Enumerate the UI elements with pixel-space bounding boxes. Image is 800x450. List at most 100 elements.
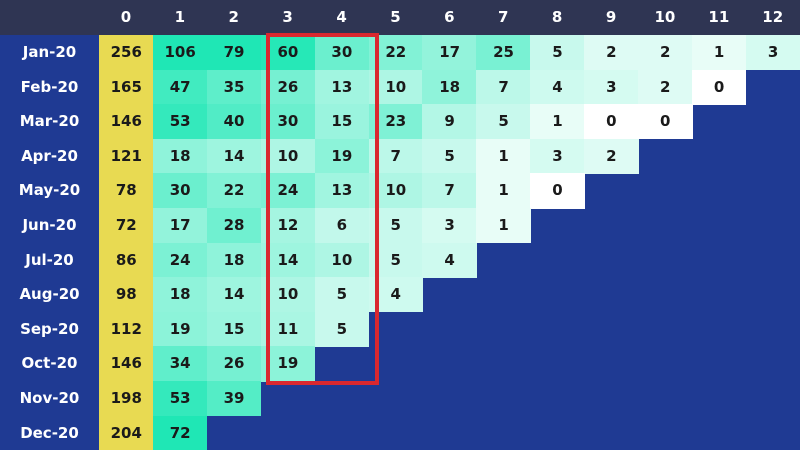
heatmap-cell: 4: [530, 69, 585, 105]
heatmap-cell: 11: [260, 311, 316, 347]
heatmap-cell: 0: [584, 104, 639, 140]
heatmap-cell: 26: [206, 346, 262, 382]
heatmap-cell: 2: [584, 138, 639, 174]
heatmap-cell: 1: [476, 208, 531, 244]
heatmap-cell: 18: [152, 277, 208, 313]
heatmap-cell: 4: [422, 242, 477, 278]
heatmap-cell: 18: [206, 242, 262, 278]
heatmap-cell: 7: [422, 173, 477, 209]
heatmap-cell: 72: [99, 208, 154, 244]
heatmap-cell: 17: [422, 35, 477, 71]
heatmap-cell: 198: [99, 381, 154, 417]
heatmap-cell: 1: [530, 104, 585, 140]
heatmap-cell: 47: [152, 69, 208, 105]
heatmap-cell: 0: [691, 69, 747, 105]
heatmap-cell: 5: [530, 35, 585, 71]
row-label: Sep-20: [20, 319, 79, 338]
heatmap-cell: 256: [99, 35, 154, 71]
heatmap-cell: 19: [152, 311, 208, 347]
heatmap-cell: 53: [152, 381, 208, 417]
heatmap-cell: 14: [260, 242, 316, 278]
row-label: Oct-20: [21, 354, 78, 373]
heatmap-cell: 2: [584, 35, 639, 71]
heatmap-cell: 10: [260, 277, 316, 313]
heatmap-cell: 17: [152, 208, 208, 244]
column-header-11: 11: [708, 8, 730, 26]
heatmap-cell: 19: [314, 138, 370, 174]
column-header-4: 4: [336, 8, 347, 26]
column-header-10: 10: [654, 8, 676, 26]
heatmap-cell: 112: [99, 311, 154, 347]
heatmap-cell: 5: [368, 242, 423, 278]
heatmap-cell: 23: [368, 104, 423, 140]
heatmap-cell: 5: [422, 138, 477, 174]
row-label: Mar-20: [19, 112, 80, 131]
row-label: Jun-20: [22, 216, 77, 234]
heatmap-cell: 12: [260, 208, 316, 244]
heatmap-cell: 5: [314, 277, 370, 313]
heatmap-cell: 7: [368, 138, 423, 174]
heatmap-cell: 14: [206, 138, 262, 174]
column-header-7: 7: [498, 8, 509, 26]
heatmap-cell: 35: [206, 69, 262, 105]
heatmap-cell: 1: [476, 173, 531, 209]
heatmap-cell: 40: [206, 104, 262, 140]
heatmap-cell: 24: [260, 173, 316, 209]
heatmap-cell: 6: [314, 208, 370, 244]
heatmap-cell: 13: [314, 173, 370, 209]
heatmap-cell: 72: [152, 415, 208, 450]
heatmap-cell: 3: [745, 35, 800, 71]
row-label: Aug-20: [19, 285, 80, 304]
column-header-5: 5: [390, 8, 401, 26]
heatmap-cell: 5: [476, 104, 531, 140]
heatmap-cell: 3: [422, 208, 477, 244]
heatmap-cell: 25: [476, 35, 531, 71]
heatmap-cell: 9: [422, 104, 477, 140]
row-label: Jul-20: [25, 250, 74, 269]
row-label: Dec-20: [20, 423, 79, 442]
column-header-6: 6: [444, 8, 455, 26]
heatmap-cell: 79: [206, 35, 262, 71]
heatmap-cell: 30: [152, 173, 208, 209]
heatmap-cell: 0: [530, 173, 585, 209]
row-label: Nov-20: [19, 389, 80, 407]
row-label: Apr-20: [21, 146, 78, 165]
heatmap-cell: 146: [99, 346, 154, 382]
heatmap-cell: 2: [638, 69, 693, 105]
row-label: Jan-20: [22, 43, 77, 61]
heatmap-cell: 5: [368, 208, 423, 244]
heatmap-cell: 24: [152, 242, 208, 278]
heatmap-cell: 26: [260, 69, 316, 105]
heatmap-cell: 53: [152, 104, 208, 140]
heatmap-cell: 22: [368, 35, 423, 71]
heatmap-cell: 1: [691, 35, 747, 71]
heatmap-cell: 10: [260, 138, 316, 174]
column-header-8: 8: [551, 8, 563, 26]
heatmap-cell: 204: [99, 415, 154, 450]
heatmap-cell: 18: [422, 69, 477, 105]
heatmap-cell: 10: [368, 173, 423, 209]
heatmap-cell: 5: [314, 311, 370, 347]
heatmap-cell: 1: [476, 138, 531, 174]
heatmap-cell: 4: [368, 277, 423, 313]
column-header-2: 2: [228, 8, 239, 26]
column-header-9: 9: [605, 8, 617, 26]
heatmap-cell: 13: [314, 69, 370, 105]
column-header-1: 1: [174, 8, 186, 26]
heatmap-cell: 19: [260, 346, 316, 382]
heatmap-cell: 34: [152, 346, 208, 382]
row-label: Feb-20: [20, 77, 79, 96]
heatmap-cell: 22: [206, 173, 262, 209]
heatmap-cell: 0: [638, 104, 693, 140]
heatmap-cell: 98: [99, 277, 154, 313]
heatmap-cell: 15: [314, 104, 370, 140]
heatmap-cell: 165: [99, 69, 154, 105]
heatmap-cell: 15: [206, 311, 262, 347]
heatmap-cell: 106: [152, 35, 208, 71]
heatmap-cell: 3: [584, 69, 639, 105]
heatmap-cell: 121: [99, 138, 154, 174]
column-header-bar: 0 1 2 3 4 5 6 7 8 9 10 11 12: [0, 0, 800, 35]
heatmap-cell: 86: [99, 242, 154, 278]
heatmap-cell: 14: [206, 277, 262, 313]
